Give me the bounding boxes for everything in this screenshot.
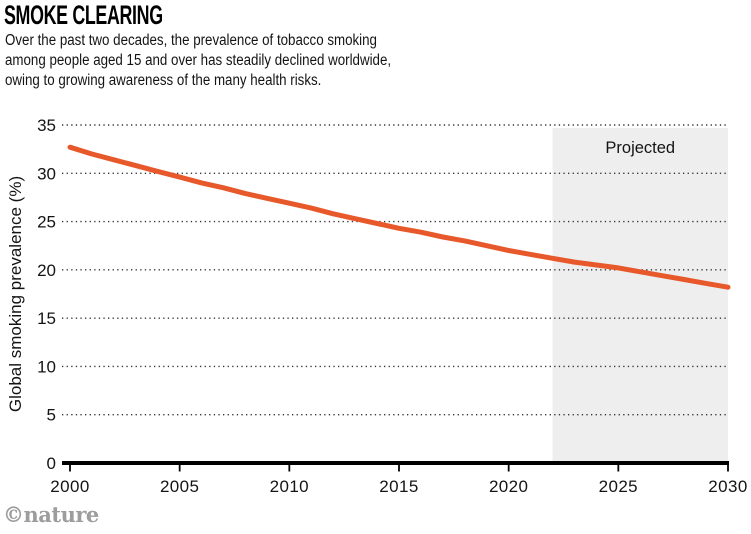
y-tick-label-0: 0	[47, 454, 56, 473]
projected-label: Projected	[605, 139, 675, 157]
y-axis-labels: 0 5 10 15 20 25 30 35	[37, 116, 56, 473]
y-tick-label-15: 15	[37, 309, 56, 328]
y-tick-label-10: 10	[37, 357, 56, 376]
prevalence-line	[67, 144, 731, 290]
x-tick-label-2025: 2025	[599, 477, 638, 496]
chart-title: SMOKE CLEARING	[4, 0, 163, 30]
chart-subtitle: Over the past two decades, the prevalenc…	[5, 31, 391, 91]
y-tick-label-35: 35	[37, 116, 56, 135]
y-tick-label-20: 20	[37, 261, 56, 280]
x-axis-labels: 2000 2005 2010 2015 2020 2025 2030	[50, 477, 747, 496]
y-tick-label-5: 5	[47, 406, 56, 425]
y-tick-label-25: 25	[37, 213, 56, 232]
nature-credit: ©nature	[3, 502, 99, 527]
subtitle-line-1: Over the past two decades, the prevalenc…	[5, 32, 377, 49]
x-axis-ticks	[69, 465, 729, 472]
subtitle-line-2: among people aged 15 and over has steadi…	[5, 52, 392, 69]
y-tick-label-30: 30	[37, 164, 56, 183]
x-tick-label-2000: 2000	[50, 477, 89, 496]
x-tick-label-2030: 2030	[708, 477, 747, 496]
x-tick-label-2005: 2005	[160, 477, 199, 496]
x-tick-label-2010: 2010	[270, 477, 309, 496]
subtitle-line-3: owing to growing awareness of the many h…	[5, 72, 322, 89]
x-tick-label-2020: 2020	[489, 477, 528, 496]
projected-region	[552, 128, 728, 463]
x-tick-label-2015: 2015	[379, 477, 418, 496]
